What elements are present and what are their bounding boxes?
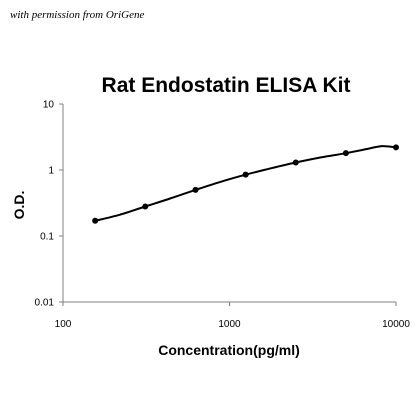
data-point	[192, 186, 199, 193]
x-tick-label: 100	[55, 319, 72, 330]
y-tick-label: 0.01	[35, 298, 55, 309]
y-tick-label: 1	[48, 166, 54, 177]
plot-axes	[62, 104, 396, 303]
credit-text: with permission from OriGene	[10, 9, 145, 21]
tick-group: 0.01 0.1 1 10 100 1000 10000	[35, 100, 411, 331]
data-point	[342, 150, 349, 157]
chart-title: Rat Endostatin ELISA Kit	[102, 74, 351, 97]
data-point	[242, 171, 249, 178]
x-axis-label: Concentration(pg/ml)	[158, 342, 300, 358]
fit-curve	[94, 145, 397, 222]
data-point	[142, 203, 149, 210]
y-tick-label: 0.1	[40, 232, 54, 243]
series-group	[92, 144, 399, 224]
y-tick-label: 10	[43, 100, 55, 111]
data-point	[393, 144, 399, 151]
x-tick-label: 1000	[218, 319, 241, 330]
data-point	[92, 217, 99, 224]
data-point	[292, 159, 299, 166]
x-tick-label: 10000	[382, 319, 410, 330]
y-axis-label: O.D.	[11, 191, 27, 220]
